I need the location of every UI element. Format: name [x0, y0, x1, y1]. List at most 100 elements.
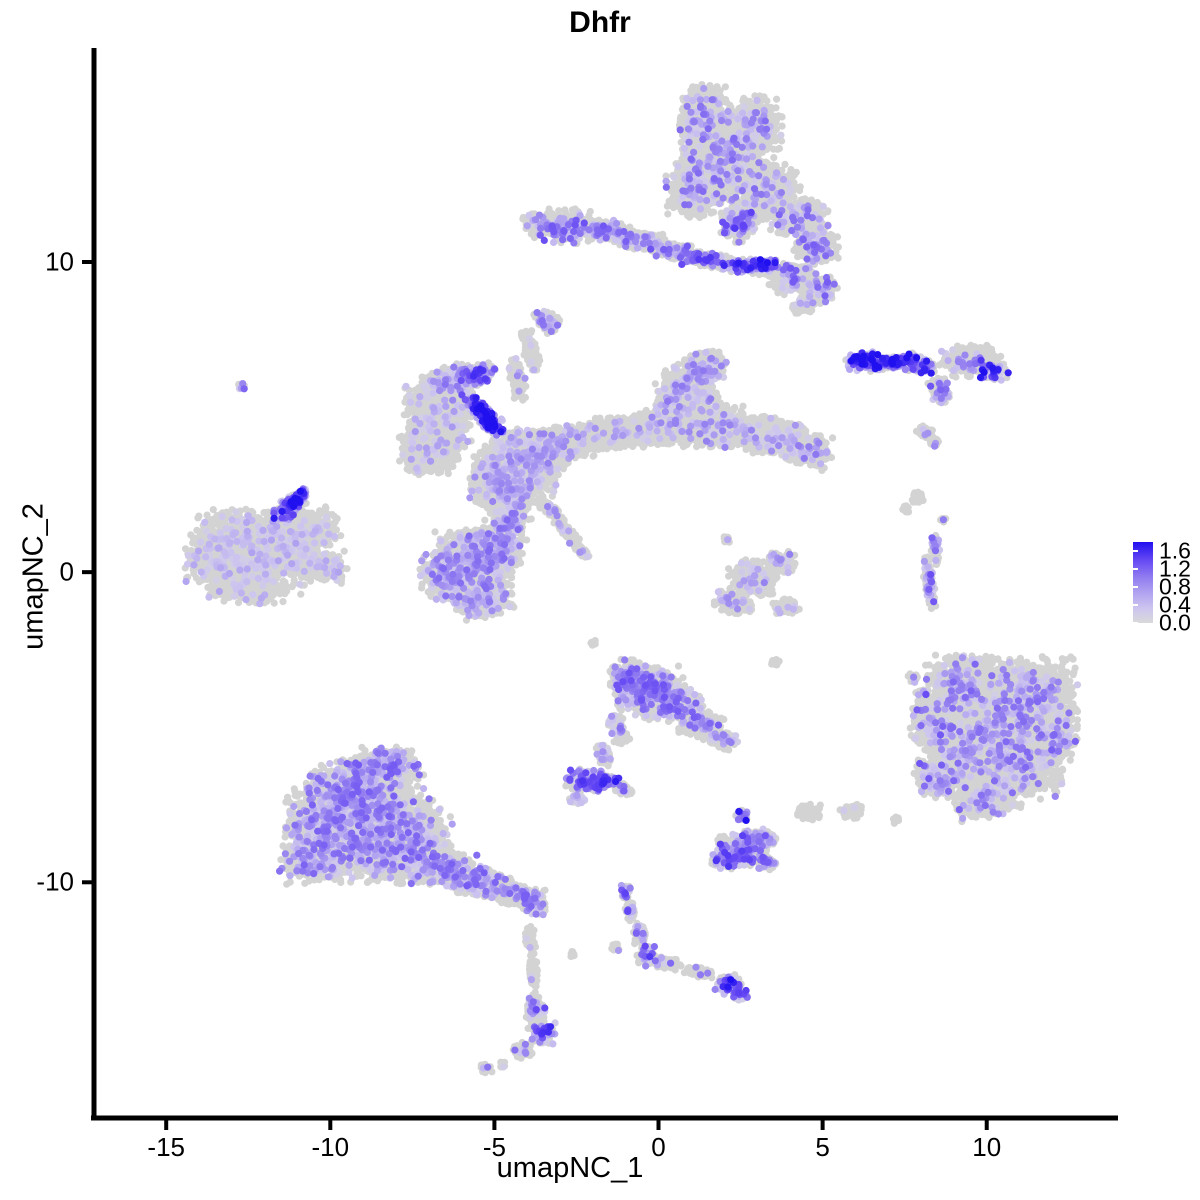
- expression-point: [958, 769, 966, 778]
- expression-point: [934, 678, 942, 687]
- expression-point: [448, 423, 456, 431]
- expression-point: [734, 115, 742, 123]
- expression-point: [431, 548, 439, 557]
- expression-point: [290, 802, 298, 811]
- expression-point: [734, 204, 742, 212]
- expression-point: [694, 397, 702, 405]
- expression-point: [669, 434, 677, 442]
- expression-point: [613, 219, 621, 228]
- expression-point: [313, 563, 321, 571]
- expression-point: [670, 173, 678, 181]
- expression-point: [791, 421, 800, 429]
- expression-point: [965, 804, 973, 813]
- expression-point: [784, 564, 792, 572]
- expression-point: [211, 535, 219, 543]
- expression-point: [533, 478, 542, 486]
- expression-point: [719, 435, 727, 444]
- expression-point: [321, 564, 329, 572]
- expression-point: [232, 585, 240, 593]
- expression-point: [443, 882, 451, 890]
- expression-point: [259, 526, 267, 535]
- expression-point: [254, 574, 262, 583]
- expression-point: [975, 679, 983, 687]
- expression-point: [494, 604, 502, 613]
- expression-point: [958, 654, 967, 662]
- expression-point: [459, 422, 467, 430]
- expression-point: [546, 468, 554, 476]
- expression-point: [576, 548, 584, 556]
- expression-point: [441, 413, 449, 421]
- expression-point: [610, 433, 618, 441]
- expression-point: [411, 428, 419, 436]
- expression-point: [256, 600, 264, 608]
- expression-point: [248, 572, 256, 581]
- expression-point: [656, 435, 664, 443]
- expression-point: [683, 94, 691, 102]
- expression-point: [297, 522, 305, 530]
- expression-point: [430, 404, 438, 412]
- expression-point: [504, 564, 512, 573]
- expression-point: [205, 593, 213, 601]
- expression-point: [284, 551, 292, 559]
- expression-point: [425, 416, 433, 424]
- expression-point: [454, 436, 463, 444]
- expression-point: [526, 943, 534, 952]
- expression-point: [999, 794, 1008, 802]
- expression-point: [434, 442, 442, 450]
- expression-point: [433, 428, 441, 436]
- expression-point: [622, 696, 630, 704]
- expression-point: [429, 389, 437, 397]
- expression-point: [324, 873, 332, 881]
- expression-point: [779, 199, 787, 207]
- expression-point: [755, 421, 763, 429]
- expression-point: [497, 415, 505, 423]
- expression-point: [754, 565, 762, 573]
- expression-point: [456, 410, 464, 418]
- expression-point: [439, 829, 447, 838]
- expression-point: [202, 553, 210, 561]
- expression-point: [523, 935, 531, 943]
- expression-point: [758, 143, 766, 151]
- expression-point: [653, 427, 661, 435]
- expression-point: [1017, 665, 1025, 674]
- expression-point: [774, 428, 782, 436]
- expression-point: [794, 431, 802, 439]
- expression-point: [387, 874, 395, 882]
- expression-point: [662, 177, 670, 185]
- expression-point: [348, 874, 356, 882]
- expression-point: [741, 199, 749, 207]
- expression-point: [715, 200, 724, 208]
- expression-point: [971, 709, 979, 718]
- expression-point: [190, 561, 198, 569]
- expression-point: [599, 741, 607, 750]
- expression-point: [1037, 718, 1046, 726]
- expression-point: [427, 457, 435, 465]
- expression-point: [614, 946, 623, 955]
- expression-point: [236, 566, 244, 574]
- expression-point: [803, 300, 811, 309]
- expression-point: [552, 481, 560, 489]
- expression-point: [550, 238, 558, 246]
- expression-point: [1048, 696, 1056, 704]
- expression-point: [1022, 673, 1030, 682]
- expression-point: [257, 594, 265, 602]
- expression-point: [984, 709, 992, 717]
- expression-point: [698, 407, 706, 415]
- expression-point: [466, 494, 474, 502]
- expression-point: [1067, 727, 1075, 735]
- expression-point: [216, 529, 224, 537]
- expression-point: [712, 132, 720, 140]
- expression-point: [488, 894, 496, 902]
- expression-point: [456, 533, 464, 542]
- expression-point: [724, 536, 732, 544]
- expression-point: [483, 490, 491, 498]
- expression-point: [465, 612, 473, 620]
- expression-point: [755, 587, 763, 595]
- expression-point: [696, 704, 704, 712]
- expression-point: [644, 437, 652, 445]
- expression-point: [696, 205, 705, 213]
- expression-point: [959, 814, 967, 823]
- expression-point: [606, 438, 615, 446]
